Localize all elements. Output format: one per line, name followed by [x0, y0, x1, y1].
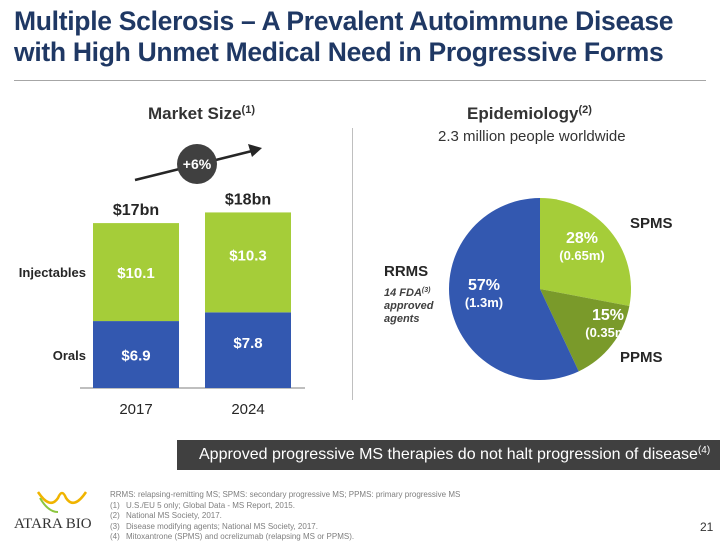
slice-value-label: (0.35m) [585, 325, 631, 340]
bar-chart: $6.9 $10.1 $17bn 2017 $7.8 $10.3 $18bn 2024 Oral… [19, 191, 305, 418]
pie-chart: 28%(0.65m) SPMS 15%(0.35m) PPMS 57%(1.3m) [448, 198, 673, 380]
footnote: (3) Disease modifying agents; National MS… [110, 521, 318, 531]
epi-heading: Epidemiology(2) [467, 104, 592, 124]
bar-total-label: $18bn [225, 191, 271, 208]
epi-heading-text: Epidemiology [467, 104, 579, 123]
market-heading: Market Size(1) [148, 104, 255, 124]
bar-value-label: $6.9 [121, 348, 150, 365]
banner-text: Approved progressive MS therapies do not… [199, 446, 698, 463]
slice-value-label: (1.3m) [465, 295, 503, 310]
slice-percent-label: 28% [566, 230, 598, 247]
bar-orals-2017 [93, 321, 179, 388]
legend-orals: Orals [53, 348, 86, 363]
legend-injectables: Injectables [19, 265, 86, 280]
bar-value-label: $7.8 [233, 335, 262, 352]
x-tick-label: 2024 [231, 401, 264, 418]
logo-text: ATARA BIO [14, 516, 92, 532]
rrms-note-1: 14 FDA(3) [384, 287, 431, 299]
growth-circle [177, 144, 217, 184]
rrms-note-3: agents [384, 313, 419, 325]
bar-injectables-2024 [205, 212, 291, 313]
footnote: (2) National MS Society, 2017. [110, 511, 222, 521]
growth-arrow: +6% [134, 144, 262, 184]
key-message-banner: Approved progressive MS therapies do not… [177, 440, 720, 470]
slice-percent-label: 15% [592, 307, 624, 324]
slice-value-label: (0.65m) [559, 248, 605, 263]
pie-slice-spms [540, 198, 631, 307]
market-footnote-ref: (1) [241, 104, 255, 116]
title-rule [14, 80, 706, 81]
bar-value-label: $10.3 [229, 247, 267, 264]
bar-total-label: $17bn [113, 202, 159, 219]
epi-footnote-ref: (2) [578, 104, 592, 116]
slice-name-label: SPMS [630, 215, 673, 232]
pie-slice-ppms [540, 289, 630, 372]
footnote: (1) U.S./EU 5 only; Global Data - MS Repo… [110, 500, 295, 510]
bar-value-label: $10.1 [117, 265, 155, 282]
bar-injectables-2017 [93, 223, 179, 322]
slice-percent-label: 57% [468, 277, 500, 294]
banner-ref: (4) [697, 445, 711, 456]
page-number: 21 [700, 520, 714, 534]
slide-title: Multiple Sclerosis – A Prevalent Autoimm… [14, 6, 674, 67]
footnotes: RRMS: relapsing-remitting MS; SPMS: seco… [110, 490, 460, 543]
x-tick-label: 2017 [119, 401, 152, 418]
divider [352, 128, 353, 400]
rrms-label: RRMS [384, 263, 428, 280]
footnote: (4) Mitoxantrone (SPMS) and ocrelizumab (… [110, 532, 355, 542]
slice-name-label: PPMS [620, 349, 663, 366]
market-heading-text: Market Size [148, 104, 242, 123]
arrow-head-icon [248, 144, 262, 157]
rrms-note-2: approved [384, 300, 434, 312]
growth-label: +6% [183, 156, 212, 172]
pie-slice-rrms [448, 198, 579, 380]
bar-orals-2024 [205, 312, 291, 388]
epi-subtitle: 2.3 million people worldwide [438, 128, 626, 145]
footnote: RRMS: relapsing-remitting MS; SPMS: seco… [110, 490, 461, 499]
logo-icon [36, 491, 88, 513]
